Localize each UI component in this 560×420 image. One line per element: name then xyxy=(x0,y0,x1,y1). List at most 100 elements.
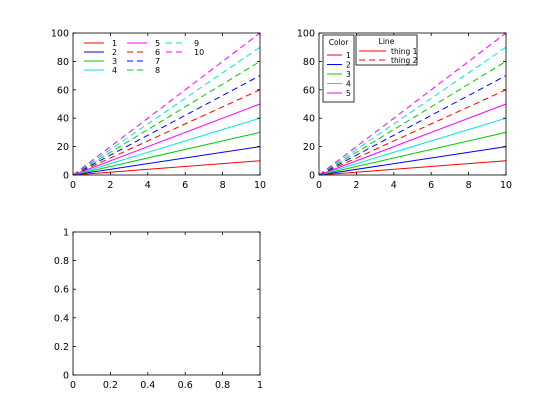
legend-label: 4 xyxy=(346,80,351,89)
x-tick-label: 10 xyxy=(254,180,266,191)
legend-label: 8 xyxy=(155,66,160,75)
legend-label: 3 xyxy=(112,57,117,66)
series-line-9 xyxy=(318,46,507,176)
y-tick-label: 0 xyxy=(63,171,69,182)
legend-item: thing 2 xyxy=(359,56,418,65)
x-tick-label: 0 xyxy=(316,180,322,191)
x-tick-label: 2 xyxy=(107,180,113,191)
series-line-5 xyxy=(72,103,261,176)
y-tick-label: 0 xyxy=(309,171,315,182)
y-tick-label: 60 xyxy=(303,85,315,96)
series-line-6 xyxy=(318,89,507,176)
x-tick-label: 2 xyxy=(353,180,359,191)
legend-box xyxy=(322,34,355,103)
y-tick-label: 20 xyxy=(57,142,69,153)
legend-item: 9 xyxy=(166,39,199,48)
x-tick-label: 0.4 xyxy=(140,380,155,391)
series-line-2 xyxy=(318,146,507,176)
legend-label: thing 1 xyxy=(391,47,418,56)
legend-item: thing 1 xyxy=(359,47,418,56)
axes-frame xyxy=(72,32,261,176)
y-tick-label: 1 xyxy=(63,228,69,239)
legend-title: Color xyxy=(329,38,349,47)
axes-frame xyxy=(72,231,261,376)
legend-item: 7 xyxy=(127,57,160,66)
x-tick-label: 6 xyxy=(182,180,188,191)
y-tick-label: 40 xyxy=(303,114,315,125)
x-tick-label: 0.2 xyxy=(103,380,118,391)
legend-item: 8 xyxy=(127,66,160,75)
y-tick-label: 100 xyxy=(297,29,315,40)
legend-label: 6 xyxy=(155,48,160,57)
series-line-10 xyxy=(72,32,261,176)
series-line-7 xyxy=(72,75,261,176)
y-tick-label: 80 xyxy=(303,57,315,68)
legend-item: 6 xyxy=(127,48,160,57)
legend-item: 3 xyxy=(84,57,117,66)
axes-frame xyxy=(318,32,507,176)
y-tick-label: 0.6 xyxy=(54,285,69,296)
legend-label: 5 xyxy=(346,89,351,98)
series-line-2 xyxy=(72,146,261,176)
series-line-6 xyxy=(72,89,261,176)
x-tick-label: 8 xyxy=(466,180,472,191)
legend-title: Line xyxy=(379,37,395,46)
legend-label: thing 2 xyxy=(391,56,418,65)
legend-label: 7 xyxy=(155,57,160,66)
plot-area xyxy=(73,232,260,375)
y-tick-label: 0.4 xyxy=(54,313,69,324)
series-line-8 xyxy=(318,60,507,176)
x-tick-label: 0.8 xyxy=(215,380,230,391)
series-group xyxy=(72,32,261,176)
legend-label: 4 xyxy=(112,66,117,75)
series-line-8 xyxy=(72,60,261,176)
series-line-9 xyxy=(72,46,261,176)
x-tick-label: 10 xyxy=(500,180,512,191)
legend-label: 1 xyxy=(346,51,351,60)
legend-item: 4 xyxy=(327,80,351,89)
series-line-4 xyxy=(72,117,261,176)
y-tick-label: 20 xyxy=(303,142,315,153)
legend-label: 3 xyxy=(346,70,351,79)
x-tick-label: 0.6 xyxy=(178,380,193,391)
x-tick-label: 4 xyxy=(145,180,151,191)
y-tick-label: 60 xyxy=(57,85,69,96)
series-line-3 xyxy=(318,131,507,176)
x-tick-label: 1 xyxy=(257,380,263,391)
axes-bottom-left: 0 0.2 0.4 0.6 0.8 1 0 0.2 0.4 0.6 0.8 1 xyxy=(54,228,263,392)
series-line-4 xyxy=(318,117,507,176)
legend-label: 10 xyxy=(194,48,204,57)
y-tick-label: 0.2 xyxy=(54,342,69,353)
legend-label: 5 xyxy=(155,39,160,48)
legend-item: 10 xyxy=(166,48,204,57)
x-tick-label: 4 xyxy=(391,180,397,191)
legend-item: 4 xyxy=(84,66,117,75)
y-tick-label: 0 xyxy=(63,371,69,382)
series-line-7 xyxy=(318,75,507,176)
series-line-10 xyxy=(318,32,507,176)
legend-label: 2 xyxy=(346,61,351,70)
legend-box xyxy=(355,34,418,66)
legend-item: 5 xyxy=(127,39,160,48)
series-group xyxy=(318,32,507,176)
y-tick-label: 0.8 xyxy=(54,256,69,267)
legend-item: 1 xyxy=(327,51,351,60)
y-tick-label: 100 xyxy=(51,29,69,40)
legend-label: 9 xyxy=(194,39,199,48)
legend-item: 1 xyxy=(84,39,117,48)
legend-item: 2 xyxy=(327,61,351,70)
legend-item: 2 xyxy=(84,48,117,57)
series-line-3 xyxy=(72,131,261,176)
legend-item: 3 xyxy=(327,70,351,79)
legend-label: 2 xyxy=(112,48,117,57)
series-line-5 xyxy=(318,103,507,176)
x-tick-label: 6 xyxy=(428,180,434,191)
series-line-1 xyxy=(72,160,261,176)
series-line-1 xyxy=(318,160,507,176)
